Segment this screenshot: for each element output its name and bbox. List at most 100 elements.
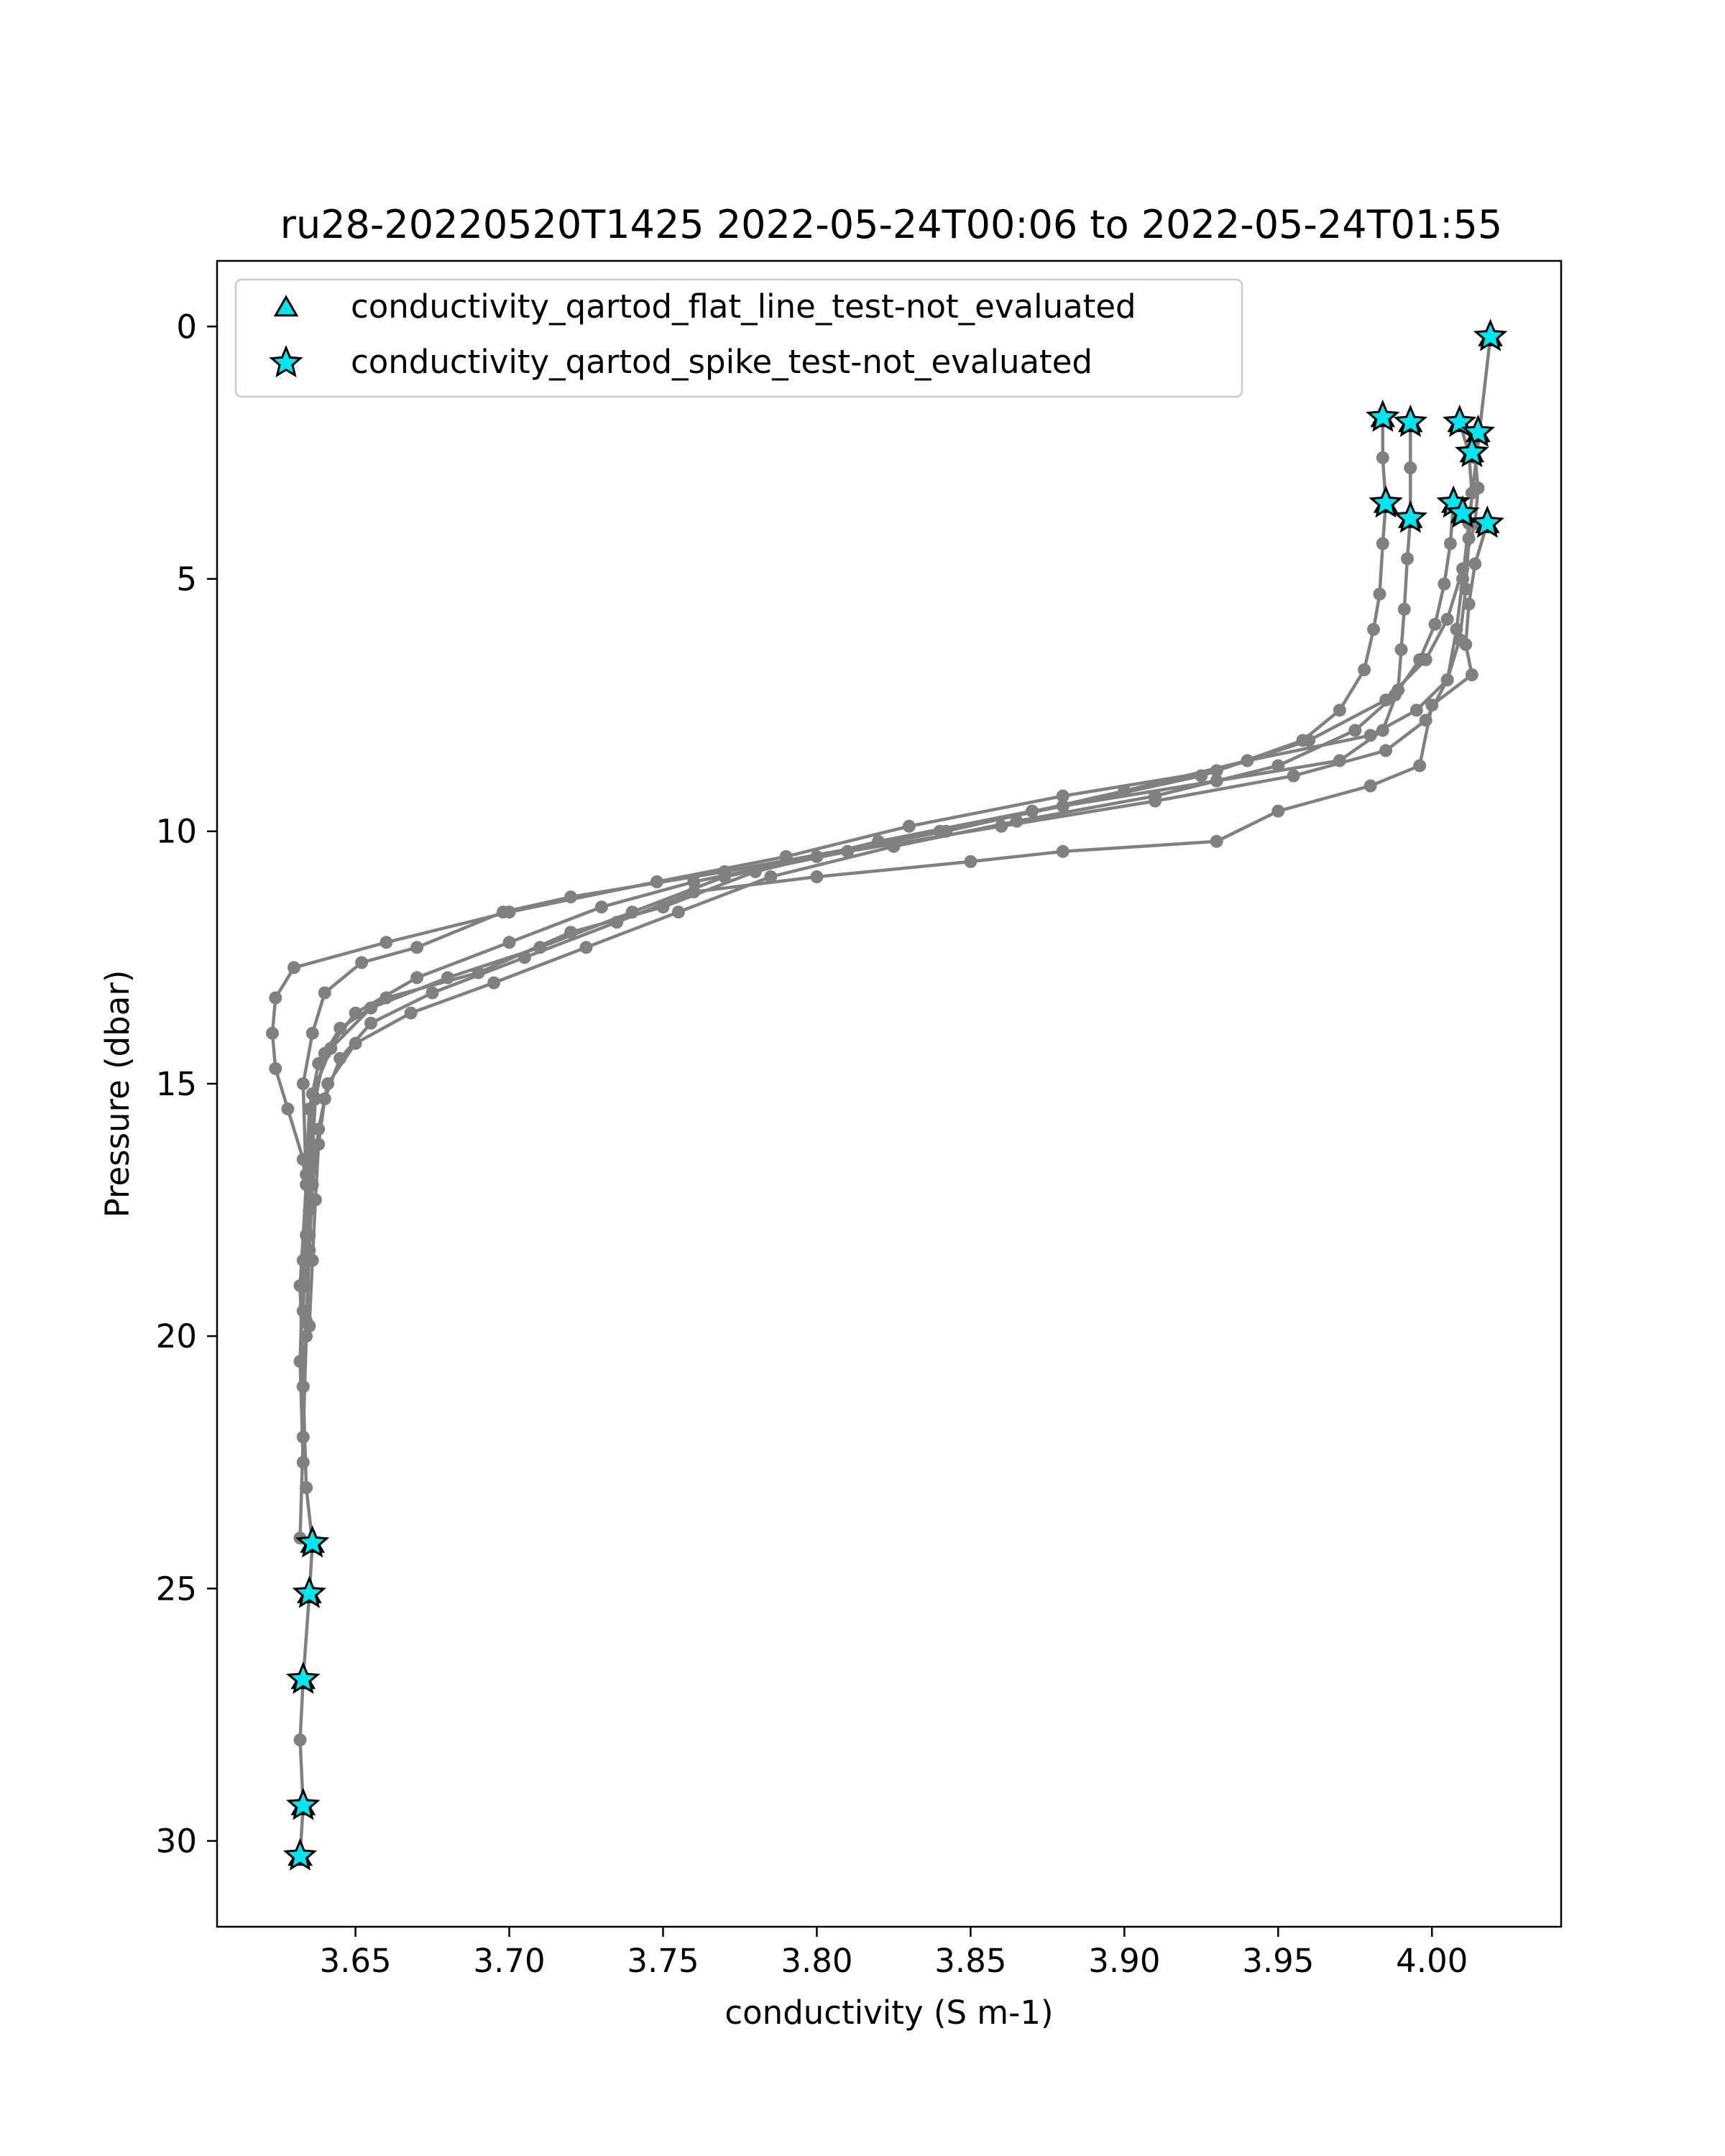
x-tick-label: 3.85 bbox=[934, 1942, 1006, 1980]
profile-point bbox=[1379, 744, 1393, 757]
profile-point bbox=[1459, 637, 1473, 651]
profile-point bbox=[303, 1319, 316, 1333]
profile-point bbox=[266, 1026, 279, 1040]
profile-point bbox=[1397, 602, 1411, 616]
profile-point bbox=[1010, 814, 1024, 828]
spike-flag-marker bbox=[1455, 435, 1489, 468]
spike-flag-marker bbox=[286, 1661, 321, 1694]
profile-point bbox=[380, 936, 393, 949]
profile-point bbox=[1348, 724, 1362, 737]
x-tick-label: 3.75 bbox=[627, 1942, 699, 1980]
profile-point bbox=[1287, 769, 1300, 783]
profile-point bbox=[1388, 688, 1402, 702]
profile-point bbox=[318, 1046, 331, 1060]
profile-point bbox=[1413, 759, 1427, 773]
profile-point bbox=[964, 854, 978, 868]
spike-flag-marker bbox=[1445, 495, 1480, 528]
profile-point bbox=[1471, 482, 1485, 495]
profile-point bbox=[1056, 799, 1070, 813]
x-tick-label: 3.70 bbox=[473, 1942, 545, 1980]
profile-point bbox=[441, 971, 454, 985]
chart-title: ru28-20220520T1425 2022-05-24T00:06 to 2… bbox=[280, 202, 1502, 247]
profile-point bbox=[502, 906, 516, 919]
legend-label-flat-line: conductivity_qartod_flat_line_test-not_e… bbox=[351, 287, 1136, 326]
profile-point bbox=[1376, 451, 1389, 464]
profile-point bbox=[1440, 612, 1454, 626]
profile-point bbox=[1271, 759, 1285, 773]
profile-point bbox=[1428, 617, 1442, 631]
profile-point bbox=[308, 1092, 322, 1105]
spike-flag-marker bbox=[1470, 505, 1505, 538]
profile-point bbox=[318, 986, 331, 1000]
plot-area bbox=[266, 318, 1508, 1871]
profile-point bbox=[518, 951, 531, 964]
profile-point bbox=[650, 875, 663, 888]
profile-point bbox=[1468, 557, 1482, 571]
profile-point bbox=[364, 1016, 377, 1030]
profile-point bbox=[288, 961, 300, 975]
profile-point bbox=[1401, 552, 1414, 566]
y-tick-label: 0 bbox=[176, 308, 197, 346]
profile-point bbox=[902, 819, 916, 833]
profile-point bbox=[1373, 587, 1386, 601]
y-tick-label: 15 bbox=[156, 1065, 197, 1103]
profile-line bbox=[298, 336, 1492, 1856]
legend-star-glyph bbox=[269, 345, 303, 378]
spike-flag-marker bbox=[292, 1575, 327, 1608]
x-axis-label: conductivity (S m-1) bbox=[724, 1994, 1053, 2032]
spike-flag-marker bbox=[1473, 318, 1508, 351]
axes-frame bbox=[216, 259, 1563, 1928]
profile-series bbox=[303, 517, 1494, 1333]
profile-point bbox=[1456, 562, 1470, 576]
y-axis-label: Pressure (dbar) bbox=[98, 970, 137, 1218]
profile-point bbox=[318, 1092, 331, 1105]
profile-point bbox=[1195, 769, 1208, 783]
profile-point bbox=[334, 1051, 347, 1065]
profile-point bbox=[1363, 779, 1377, 793]
profile-point bbox=[1376, 724, 1389, 737]
spike-flag-marker bbox=[295, 1525, 330, 1558]
profile-point bbox=[610, 916, 624, 929]
profile-point bbox=[810, 849, 824, 863]
spike-flag-marker bbox=[1393, 404, 1428, 437]
profile-point bbox=[312, 1138, 326, 1151]
profile-point bbox=[1425, 699, 1439, 712]
profile-point bbox=[1367, 622, 1380, 636]
profile-point bbox=[1210, 834, 1223, 848]
legend-star-marker bbox=[269, 345, 303, 378]
legend-triangle-marker bbox=[273, 295, 299, 317]
profile-point bbox=[764, 870, 778, 883]
y-tick-label: 25 bbox=[156, 1570, 197, 1608]
profile-point bbox=[687, 875, 701, 888]
y-tick-label: 10 bbox=[156, 813, 197, 851]
x-tick-label: 3.95 bbox=[1242, 1942, 1314, 1980]
legend-label-spike: conductivity_qartod_spike_test-not_evalu… bbox=[351, 343, 1092, 381]
legend-frame bbox=[234, 278, 1243, 398]
profile-point bbox=[933, 824, 947, 838]
profile-point bbox=[269, 991, 282, 1005]
profile-point bbox=[1440, 673, 1454, 686]
x-tick-label: 4.00 bbox=[1396, 1942, 1468, 1980]
profile-point bbox=[355, 956, 369, 969]
profile-point bbox=[281, 1102, 295, 1116]
flag-markers bbox=[282, 318, 1508, 1871]
profile-point bbox=[1465, 668, 1478, 681]
profile-point bbox=[426, 986, 439, 1000]
profile-point bbox=[293, 1733, 307, 1747]
profile-point bbox=[1459, 582, 1473, 596]
spike-flag-marker bbox=[282, 1838, 318, 1871]
profile-point bbox=[1358, 663, 1371, 676]
y-tick-label: 30 bbox=[156, 1823, 197, 1861]
profile-point bbox=[1404, 461, 1417, 474]
profile-point bbox=[671, 906, 685, 919]
spike-flag-marker bbox=[1393, 500, 1428, 533]
x-tick-label: 3.65 bbox=[319, 1942, 391, 1980]
spike-flag-marker bbox=[1366, 399, 1400, 432]
profile-point bbox=[779, 849, 793, 863]
profile-point bbox=[887, 839, 901, 853]
profile-point bbox=[1333, 704, 1346, 717]
profile-point bbox=[1394, 642, 1408, 656]
profile-point bbox=[1056, 844, 1070, 858]
profile-point bbox=[296, 1380, 310, 1393]
